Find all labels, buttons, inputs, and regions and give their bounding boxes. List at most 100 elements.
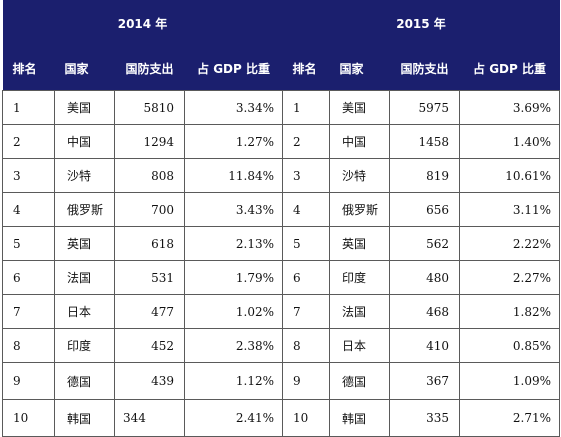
spending-2014: 452	[114, 328, 185, 363]
year-2014-header: 2014 年	[2, 0, 283, 47]
rank-2014: 7	[2, 294, 55, 329]
rank-2014: 8	[2, 328, 55, 363]
rank-2014: 9	[2, 362, 55, 400]
gdp-share-2014: 1.12%	[183, 362, 284, 400]
table-row: 6 法国 531 1.79% 6 印度 480 2.27%	[2, 260, 561, 295]
col-spending-2014: 国防支出	[114, 47, 185, 91]
table-body: 1 美国 5810 3.34% 1 美国 5975 3.69% 2 中国 129…	[2, 90, 561, 437]
col-gdp-share-2015: 占 GDP 比重	[459, 47, 560, 91]
rank-2015: 7	[282, 294, 331, 329]
country-2015: 韩国	[329, 399, 391, 437]
table-row: 3 沙特 808 11.84% 3 沙特 819 10.61%	[2, 158, 561, 193]
table-row: 7 日本 477 1.02% 7 法国 468 1.82%	[2, 294, 561, 329]
gdp-share-2015: 3.69%	[459, 90, 561, 125]
table-row: 5 英国 618 2.13% 5 英国 562 2.22%	[2, 226, 561, 261]
gdp-share-2014: 3.43%	[183, 192, 284, 227]
country-2014: 韩国	[54, 399, 115, 437]
spending-2015: 1458	[389, 124, 461, 159]
country-2014: 中国	[54, 124, 115, 159]
gdp-share-2015: 2.22%	[459, 226, 561, 261]
country-2014: 俄罗斯	[54, 192, 115, 227]
spending-2015: 410	[389, 328, 461, 363]
country-2015: 俄罗斯	[329, 192, 391, 227]
spending-2014: 700	[114, 192, 185, 227]
spending-2015: 656	[389, 192, 461, 227]
rank-2015: 6	[282, 260, 331, 295]
rank-2014: 3	[2, 158, 55, 193]
country-2014: 法国	[54, 260, 115, 295]
rank-2014: 4	[2, 192, 55, 227]
col-country-2014: 国家	[54, 47, 115, 91]
country-2015: 沙特	[329, 158, 391, 193]
gdp-share-2015: 1.40%	[459, 124, 561, 159]
rank-2015: 3	[282, 158, 331, 193]
table-row: 4 俄罗斯 700 3.43% 4 俄罗斯 656 3.11%	[2, 192, 561, 227]
country-2015: 日本	[329, 328, 391, 363]
gdp-share-2015: 3.11%	[459, 192, 561, 227]
spending-2014: 344	[114, 399, 185, 437]
country-2015: 中国	[329, 124, 391, 159]
gdp-share-2015: 1.82%	[459, 294, 561, 329]
rank-2014: 5	[2, 226, 55, 261]
rank-2014: 6	[2, 260, 55, 295]
rank-2014: 10	[2, 399, 55, 437]
gdp-share-2014: 1.79%	[183, 260, 284, 295]
spending-2014: 5810	[114, 90, 185, 125]
table-header: 2014 年 2015 年 排名 国家 国防支出 占 GDP 比重 排名 国家 …	[2, 0, 560, 91]
rank-2015: 4	[282, 192, 331, 227]
table-row: 9 德国 439 1.12% 9 德国 367 1.09%	[2, 362, 561, 400]
rank-2014: 2	[2, 124, 55, 159]
country-2015: 印度	[329, 260, 391, 295]
spending-2015: 367	[389, 362, 461, 400]
spending-2014: 1294	[114, 124, 185, 159]
country-2015: 法国	[329, 294, 391, 329]
country-2014: 德国	[54, 362, 115, 400]
spending-2014: 808	[114, 158, 185, 193]
gdp-share-2014: 3.34%	[183, 90, 284, 125]
spending-2015: 5975	[389, 90, 461, 125]
gdp-share-2014: 11.84%	[183, 158, 284, 193]
rank-2014: 1	[2, 90, 55, 125]
col-gdp-share-2014: 占 GDP 比重	[184, 47, 283, 91]
country-2015: 美国	[329, 90, 391, 125]
spending-2015: 562	[389, 226, 461, 261]
spending-2014: 531	[114, 260, 185, 295]
table-row: 8 印度 452 2.38% 8 日本 410 0.85%	[2, 328, 561, 363]
spending-2015: 819	[389, 158, 461, 193]
spending-2015: 468	[389, 294, 461, 329]
gdp-share-2014: 2.38%	[183, 328, 284, 363]
gdp-share-2015: 10.61%	[459, 158, 561, 193]
table-row: 1 美国 5810 3.34% 1 美国 5975 3.69%	[2, 90, 561, 125]
country-2014: 沙特	[54, 158, 115, 193]
country-2014: 美国	[54, 90, 115, 125]
gdp-share-2015: 2.27%	[459, 260, 561, 295]
gdp-share-2014: 2.13%	[183, 226, 284, 261]
rank-2015: 8	[282, 328, 331, 363]
col-rank-2015: 排名	[282, 47, 330, 91]
spending-2014: 618	[114, 226, 185, 261]
country-2015: 英国	[329, 226, 391, 261]
year-2015-header: 2015 年	[282, 0, 560, 47]
country-2015: 德国	[329, 362, 391, 400]
rank-2015: 2	[282, 124, 331, 159]
table-row: 2 中国 1294 1.27% 2 中国 1458 1.40%	[2, 124, 561, 159]
table-row: 10 韩国 344 2.41% 10 韩国 335 2.71%	[2, 399, 561, 437]
gdp-share-2015: 0.85%	[459, 328, 561, 363]
gdp-share-2014: 2.41%	[183, 399, 284, 437]
country-2014: 日本	[54, 294, 115, 329]
rank-2015: 1	[282, 90, 331, 125]
col-spending-2015: 国防支出	[389, 47, 460, 91]
col-country-2015: 国家	[329, 47, 390, 91]
spending-2015: 335	[389, 399, 461, 437]
spending-2015: 480	[389, 260, 461, 295]
spending-2014: 477	[114, 294, 185, 329]
rank-2015: 10	[282, 399, 331, 437]
col-rank-2014: 排名	[2, 47, 55, 91]
spending-2014: 439	[114, 362, 185, 400]
country-2014: 印度	[54, 328, 115, 363]
gdp-share-2015: 1.09%	[459, 362, 561, 400]
gdp-share-2014: 1.27%	[183, 124, 284, 159]
rank-2015: 9	[282, 362, 331, 400]
gdp-share-2014: 1.02%	[183, 294, 284, 329]
